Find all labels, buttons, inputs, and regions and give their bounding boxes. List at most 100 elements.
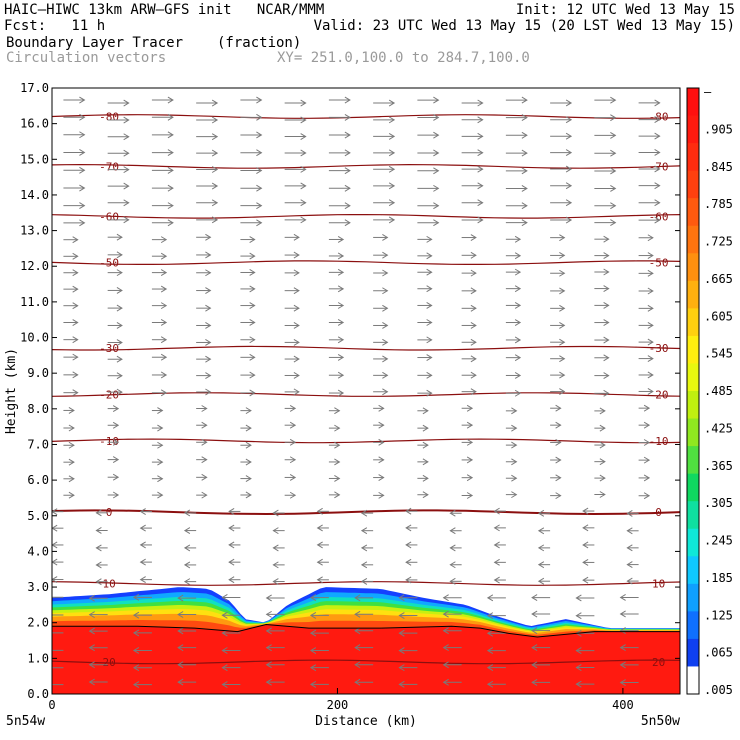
wind-vector-head [610,149,617,157]
wind-vector-head [167,202,174,210]
wind-vector-head [132,681,140,689]
wind-vector-head [205,322,212,329]
wind-vector-head [555,421,562,429]
wind-vector-head [79,149,86,156]
wind-vector-head [167,96,174,104]
wind-vector-head [88,627,95,635]
wind-vector-head [514,336,522,344]
colorbar-label: .065 [704,646,733,660]
wind-vector-head [603,252,610,260]
wind-vector-head [398,664,405,672]
y-tick-label: 14.0 [20,188,49,202]
wind-vector-head [72,252,79,260]
wind-vector-head [378,491,385,499]
colorbar-swatch [687,88,699,117]
wind-vector-head [405,558,412,566]
wind-vector-head [316,558,323,566]
wind-vector-head [477,182,484,190]
wind-vector-head [221,647,228,654]
wind-vector-head [433,96,440,104]
wind-vector-head [293,372,300,379]
wind-vector-head [256,113,263,121]
colorbar-swatch [687,391,699,420]
wind-vector-head [72,302,79,310]
wind-vector-head [514,235,522,243]
wind-vector-head [603,285,610,292]
wind-vector-head [521,202,528,210]
colorbar-label: .245 [704,534,733,548]
colorbar-swatch [687,638,699,668]
wind-vector-head [433,167,440,175]
pbl-line-group [52,623,680,638]
x-axis: 0 200 400 [48,688,634,712]
wind-vector-head [211,182,219,190]
colorbar-swatch [687,418,699,447]
wind-vector-head [626,509,633,517]
colorbar-label: .485 [704,384,733,398]
wind-vector-head [344,202,351,210]
colorbar-swatch [687,170,699,199]
wind-vector-head [211,199,219,207]
wind-vector-head [72,269,79,277]
isotherm-label: -30 [99,342,119,355]
wind-vector-head [521,185,528,192]
wind-vector-head [603,268,610,276]
wind-vector-head [245,441,252,449]
wind-vector-head [466,421,474,429]
wind-vector-head [88,678,95,686]
wind-vector-head [201,456,208,464]
wind-vector-head [116,322,123,329]
wind-vector-head [116,388,123,396]
wind-vector-head [354,644,361,652]
wind-vector-head [466,404,474,412]
wind-vector-head [68,491,75,499]
wind-vector-head [360,544,368,552]
wind-vector-head [309,681,317,688]
colorbar-swatch [687,611,699,640]
wind-vector-head [344,149,351,157]
tracer-field [52,587,680,694]
wind-vector-head [382,269,389,277]
wind-vector-head [160,269,168,277]
isotherm-line [52,438,680,444]
wind-vector-head [249,353,256,361]
wind-vector-head [293,388,300,396]
wind-vector-head [470,304,477,312]
wind-vector-head [555,492,562,500]
isotherm-line [52,392,680,397]
wind-vector-head [160,389,168,397]
wind-vector-head [337,285,345,293]
wind-vector-head [300,216,307,224]
wind-vector-head [647,287,654,295]
wind-vector-head [643,474,651,482]
wind-vector-head [309,611,317,619]
wind-vector-head [205,269,212,277]
wind-vector-head [289,404,297,412]
wind-vector-head [265,661,272,669]
wind-vector-head [582,524,589,532]
wind-vector-head [249,252,256,260]
wind-vector-head [249,285,256,293]
wind-vector-head [619,661,626,669]
wind-vector-head [511,441,518,449]
wind-vector-head [599,491,606,498]
field-name: Boundary Layer Tracer [6,35,184,51]
wind-vector-head [398,647,405,654]
wind-vector-head [95,527,102,534]
wind-vector-head [344,167,351,175]
wind-vector-head [405,507,412,515]
wind-vector-head [477,116,484,124]
wind-vector-head [256,219,263,227]
valid-time: Valid: 23 UTC Wed 13 May 15 (20 LST Wed … [313,18,735,34]
wind-vector-head [309,647,317,654]
wind-vector-head [422,474,429,482]
wind-vector-head [72,236,79,244]
colorbar-swatch [687,363,699,392]
wind-vector-head [442,644,449,652]
wind-vector-head [337,319,345,326]
wind-vector-head [112,491,120,499]
wind-vector-head [575,664,582,671]
wind-vector-head [344,184,351,192]
wind-vector-head [334,458,341,466]
y-tick-label: 16.0 [20,117,49,131]
